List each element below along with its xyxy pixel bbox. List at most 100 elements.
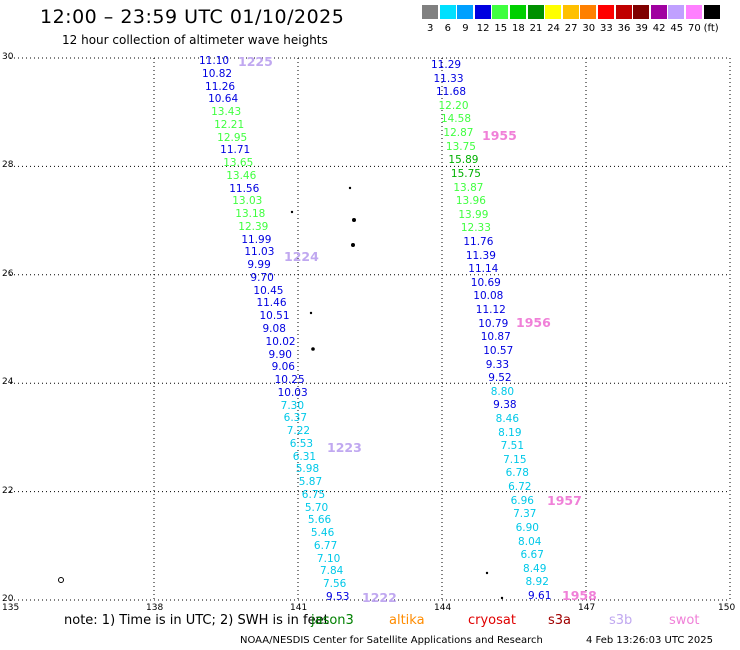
wave-height-value: 12.21 — [214, 118, 245, 131]
legend-swatch — [562, 5, 579, 19]
wave-height-value: 7.56 — [322, 578, 347, 591]
lon-tick-label: 150 — [718, 603, 736, 613]
legend-label: 24 — [547, 23, 560, 34]
wave-height-value: 9.61 — [528, 590, 552, 602]
legend-swatch — [545, 5, 562, 19]
legend-swatch — [439, 5, 456, 19]
wave-height-value: 7.30 — [280, 399, 305, 412]
wave-height-value: 13.46 — [226, 169, 257, 182]
wave-height-value: 7.37 — [513, 508, 537, 521]
credit-line: NOAA/NESDIS Center for Satellite Applica… — [240, 635, 543, 646]
legend-label: 12 — [476, 23, 490, 34]
legend-swatch — [650, 5, 667, 19]
legend-swatch — [457, 5, 474, 19]
wave-height-value: 8.46 — [495, 413, 520, 425]
wave-height-value: 9.70 — [250, 271, 274, 284]
legend-label: 18 — [512, 23, 525, 34]
footer-note: note: 1) Time is in UTC; 2) SWH is in fe… — [64, 613, 329, 628]
wave-height-value: 15.89 — [448, 154, 479, 167]
wave-height-value: 9.99 — [247, 259, 271, 272]
wave-height-value: 10.25 — [274, 374, 305, 387]
wave-height-value: 12.95 — [217, 131, 248, 144]
legend-label: 15 — [494, 23, 508, 34]
island-mark — [352, 218, 356, 222]
legend-unit: (ft) — [703, 23, 719, 34]
pass-number-label: 1224 — [284, 249, 319, 264]
wave-height-value: 13.75 — [445, 140, 476, 153]
wave-height-value: 11.76 — [463, 236, 494, 248]
wave-height-value: 5.70 — [304, 501, 329, 514]
wave-height-value: 13.65 — [223, 157, 254, 170]
wave-height-value: 6.53 — [289, 437, 314, 450]
wave-height-value: 11.12 — [475, 304, 506, 317]
wave-height-value: 7.22 — [286, 425, 311, 438]
wave-height-value: 11.33 — [433, 72, 464, 85]
wave-height-value: 14.58 — [440, 113, 471, 126]
lon-tick-label: 135 — [2, 603, 20, 613]
pass-number-label: 1958 — [562, 588, 597, 603]
wave-height-value: 12.33 — [460, 222, 491, 235]
wave-height-value: 13.87 — [453, 181, 484, 194]
wave-height-value: 11.39 — [465, 249, 496, 262]
satellite-name: cryosat — [468, 613, 516, 628]
wave-height-value: 13.43 — [211, 106, 242, 119]
wave-height-value: 9.52 — [488, 372, 512, 385]
legend-swatch — [510, 5, 526, 19]
wave-height-value: 6.31 — [292, 450, 317, 463]
satellite-name: jason3 — [311, 613, 354, 628]
legend-label: 42 — [652, 23, 666, 34]
island-mark — [485, 571, 489, 575]
island-mark — [351, 243, 355, 247]
island-mark — [311, 347, 315, 351]
wave-height-value: 10.79 — [478, 317, 509, 330]
wave-height-value: 11.68 — [435, 86, 467, 99]
lon-tick-label: 147 — [578, 603, 596, 613]
wave-height-value: 10.45 — [253, 284, 284, 297]
pass-number-label: 1955 — [482, 128, 517, 143]
lat-tick-label: 20 — [2, 594, 14, 604]
lat-tick-label: 28 — [2, 160, 14, 171]
wave-height-value: 9.33 — [485, 358, 510, 371]
wave-height-value: 10.69 — [470, 276, 501, 289]
wave-height-value: 12.20 — [438, 99, 469, 112]
wave-height-value: 7.10 — [316, 552, 341, 565]
legend-label: 30 — [582, 23, 596, 34]
satellite-name: altika — [389, 613, 425, 628]
legend-label: 9 — [462, 23, 469, 34]
wave-height-value: 7.51 — [500, 440, 525, 453]
wave-height-value: 8.19 — [498, 426, 522, 439]
wave-height-value: 6.78 — [505, 467, 529, 480]
wave-height-value: 10.08 — [473, 290, 504, 303]
pass-number-label: 1225 — [238, 54, 273, 69]
wave-height-value: 9.08 — [262, 323, 286, 335]
legend-label: 21 — [529, 23, 543, 34]
wave-height-value: 10.87 — [480, 331, 511, 344]
wave-height-value: 6.96 — [510, 494, 534, 507]
legend-label: 27 — [564, 23, 578, 34]
wave-height-value: 8.04 — [518, 535, 542, 548]
legend-swatch — [474, 5, 491, 19]
satellite-name: swot — [669, 613, 700, 628]
legend-swatch — [492, 5, 509, 19]
wave-height-value: 9.38 — [493, 399, 517, 412]
wave-height-value: 10.64 — [208, 93, 239, 106]
wave-height-value: 6.77 — [313, 539, 338, 552]
wave-height-value: 12.39 — [238, 220, 269, 233]
lon-tick-label: 138 — [146, 603, 164, 613]
wave-height-value: 10.82 — [202, 67, 233, 80]
island-mark — [500, 596, 504, 600]
map-title: 12:00 – 23:59 UTC 01/10/2025 — [40, 6, 345, 28]
lat-tick-label: 22 — [2, 485, 14, 496]
island-mark — [290, 210, 294, 214]
wave-height-value: 10.51 — [259, 310, 290, 323]
wave-height-value: 5.87 — [298, 476, 323, 489]
wave-height-value: 10.02 — [265, 335, 296, 348]
legend-label: 33 — [600, 23, 613, 34]
wave-height-value: 6.67 — [520, 549, 544, 562]
legend-swatch — [615, 5, 632, 19]
legend-label: 45 — [670, 23, 684, 34]
wave-height-value: 13.96 — [455, 195, 486, 208]
lat-tick-label: 30 — [2, 52, 14, 62]
lat-tick-label: 26 — [2, 268, 14, 279]
